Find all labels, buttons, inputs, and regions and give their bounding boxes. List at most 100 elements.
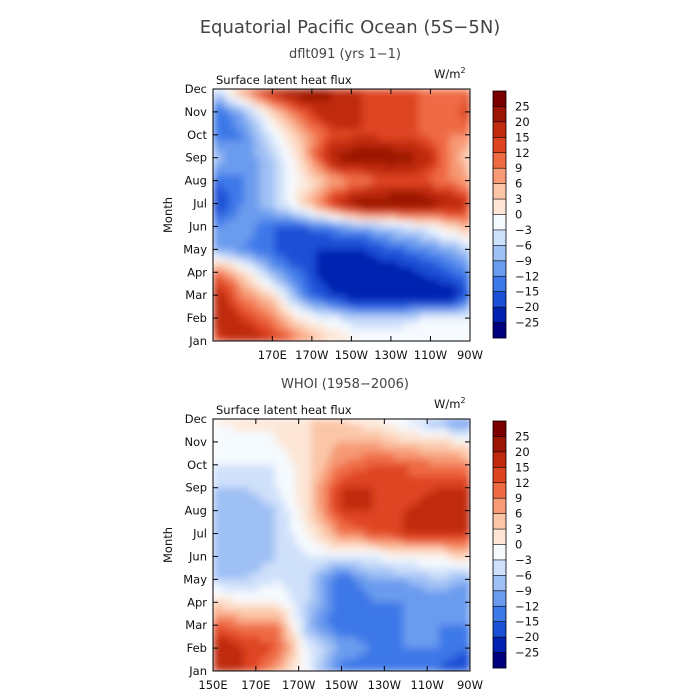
heatmap-cell xyxy=(434,146,440,153)
heatmap-cell xyxy=(259,111,266,119)
heatmap-cell xyxy=(434,545,440,552)
heatmap-cell xyxy=(392,134,399,142)
heatmap-cell xyxy=(459,283,466,291)
heatmap-cell xyxy=(305,579,312,586)
heatmap-cell xyxy=(428,573,435,581)
y-tick-label: Mar xyxy=(185,618,207,632)
heatmap-cell xyxy=(392,129,399,136)
heatmap-cell xyxy=(279,648,286,655)
heatmap-cell xyxy=(459,436,466,443)
heatmap-cell xyxy=(362,636,368,644)
heatmap-cell xyxy=(269,453,276,460)
heatmap-cell xyxy=(336,579,343,586)
heatmap-cell xyxy=(367,312,374,319)
heatmap-cell xyxy=(218,192,225,199)
heatmap-cell xyxy=(243,619,250,626)
y-tick-label: Jan xyxy=(188,664,207,678)
heatmap-cell xyxy=(248,424,255,432)
heatmap-cell xyxy=(346,430,353,437)
heatmap-cell xyxy=(428,94,435,102)
heatmap-cell xyxy=(218,289,225,296)
heatmap-cell xyxy=(279,312,286,319)
heatmap-cell xyxy=(346,260,353,268)
heatmap-cell xyxy=(290,220,297,228)
heatmap-cell xyxy=(264,539,271,546)
heatmap-cell xyxy=(290,300,297,308)
heatmap-cell xyxy=(331,642,338,649)
heatmap-cell xyxy=(382,226,389,233)
heatmap-cell xyxy=(439,123,446,130)
heatmap-cell xyxy=(274,186,281,193)
heatmap-cell xyxy=(403,226,410,233)
heatmap-cell xyxy=(305,203,312,211)
heatmap-cell xyxy=(213,249,219,256)
heatmap-cell xyxy=(428,249,435,256)
heatmap-cell xyxy=(295,157,302,165)
heatmap-cell xyxy=(449,510,456,518)
heatmap-cell xyxy=(310,493,317,500)
heatmap-cell xyxy=(346,482,353,489)
heatmap-cell xyxy=(362,306,368,314)
heatmap-cell xyxy=(464,459,470,466)
heatmap-cell xyxy=(228,510,235,518)
colorbar-label: 25 xyxy=(515,99,530,113)
heatmap-cell xyxy=(387,243,394,251)
heatmap-cell xyxy=(279,243,286,251)
panel-2-heatmap xyxy=(213,419,470,671)
heatmap-cell xyxy=(295,539,302,546)
heatmap-cell xyxy=(449,278,456,285)
heatmap-cell xyxy=(372,630,379,638)
heatmap-cell xyxy=(434,134,440,142)
heatmap-cell xyxy=(382,436,389,443)
heatmap-cell xyxy=(264,659,271,667)
heatmap-cell xyxy=(320,226,327,233)
heatmap-cell xyxy=(248,659,255,667)
heatmap-cell xyxy=(274,510,281,518)
heatmap-cell xyxy=(295,630,302,638)
heatmap-cell xyxy=(331,169,338,176)
heatmap-cell xyxy=(315,596,322,604)
heatmap-cell xyxy=(331,237,338,245)
heatmap-cell xyxy=(269,255,276,262)
heatmap-cell xyxy=(269,419,276,426)
heatmap-cell xyxy=(392,169,399,176)
heatmap-cell xyxy=(290,493,297,500)
heatmap-cell xyxy=(243,459,250,466)
heatmap-cell xyxy=(326,117,333,125)
heatmap-cell xyxy=(387,424,394,432)
heatmap-cell xyxy=(449,266,456,274)
heatmap-cell xyxy=(449,590,456,598)
heatmap-cell xyxy=(367,157,374,165)
heatmap-cell xyxy=(362,318,368,325)
heatmap-cell xyxy=(439,134,446,142)
heatmap-cell xyxy=(233,533,240,541)
heatmap-cell xyxy=(274,237,281,245)
heatmap-cell xyxy=(228,323,235,331)
heatmap-cell xyxy=(351,89,358,96)
heatmap-cell xyxy=(346,659,353,667)
heatmap-cell xyxy=(362,163,368,170)
heatmap-cell xyxy=(279,278,286,285)
heatmap-cell xyxy=(449,533,456,541)
heatmap-cell xyxy=(351,533,358,541)
heatmap-cell xyxy=(434,174,440,182)
heatmap-cell xyxy=(274,123,281,130)
heatmap-cell xyxy=(444,306,451,314)
heatmap-cell xyxy=(403,329,410,337)
heatmap-cell xyxy=(428,163,435,170)
heatmap-cell xyxy=(238,323,245,331)
heatmap-cell xyxy=(218,545,225,552)
heatmap-cell xyxy=(392,419,399,426)
heatmap-cell xyxy=(377,180,384,188)
heatmap-cell xyxy=(264,232,271,239)
heatmap-cell xyxy=(243,237,250,245)
heatmap-cell xyxy=(449,163,456,170)
heatmap-cell xyxy=(454,424,461,432)
heatmap-cell xyxy=(459,197,466,205)
heatmap-cell xyxy=(320,232,327,239)
heatmap-cell xyxy=(300,648,307,655)
heatmap-cell xyxy=(459,516,466,523)
heatmap-cell xyxy=(439,255,446,262)
heatmap-cell xyxy=(248,89,255,96)
heatmap-cell xyxy=(403,94,410,102)
